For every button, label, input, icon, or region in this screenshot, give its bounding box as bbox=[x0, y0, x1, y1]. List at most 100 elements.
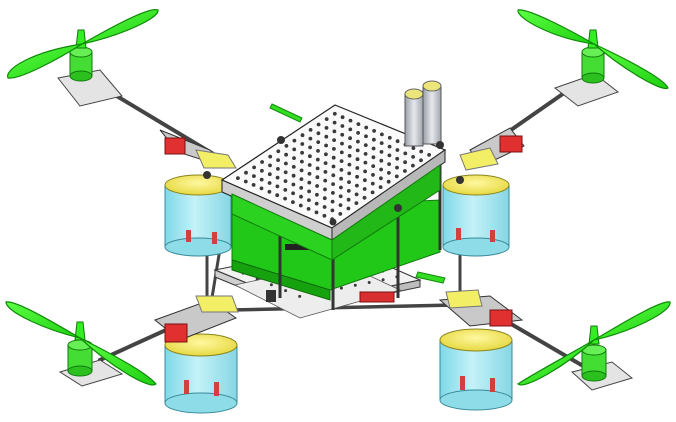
mounting-hole bbox=[332, 120, 337, 125]
battery-cell-left bbox=[404, 88, 424, 147]
mounting-hole bbox=[299, 177, 304, 182]
mounting-hole bbox=[323, 178, 328, 183]
mounting-hole bbox=[379, 141, 384, 146]
mounting-hole bbox=[292, 147, 297, 152]
mounting-hole bbox=[338, 212, 343, 216]
mounting-hole bbox=[363, 160, 368, 165]
motor-rear-right bbox=[581, 325, 607, 382]
propeller-front-left bbox=[7, 8, 159, 79]
mounting-hole bbox=[300, 142, 305, 146]
mounting-hole bbox=[267, 189, 272, 194]
mounting-hole bbox=[299, 186, 304, 190]
mounting-hole bbox=[346, 189, 351, 193]
landing-leg-rear-left bbox=[164, 333, 238, 414]
mounting-hole bbox=[387, 135, 392, 140]
mounting-hole bbox=[347, 153, 352, 158]
mounting-hole bbox=[395, 156, 400, 161]
mounting-hole bbox=[380, 132, 384, 137]
mounting-hole bbox=[291, 191, 295, 196]
mounting-hole bbox=[236, 176, 240, 181]
mounting-hole bbox=[283, 179, 288, 184]
mounting-hole bbox=[307, 163, 312, 167]
battery-pack bbox=[404, 80, 442, 147]
mounting-hole bbox=[291, 173, 296, 178]
mounting-hole bbox=[252, 174, 256, 179]
mounting-hole bbox=[338, 194, 343, 199]
mounting-hole bbox=[395, 148, 400, 152]
mounting-hole bbox=[386, 179, 391, 184]
mounting-hole bbox=[332, 138, 336, 143]
mounting-hole bbox=[355, 157, 360, 162]
mounting-hole bbox=[275, 175, 280, 180]
mounting-hole bbox=[300, 150, 304, 155]
mounting-hole bbox=[339, 150, 344, 155]
mounting-hole bbox=[324, 134, 329, 139]
mounting-hole bbox=[299, 194, 303, 199]
mounting-hole bbox=[284, 152, 288, 157]
mounting-hole bbox=[370, 190, 375, 195]
propeller-rear-right bbox=[517, 301, 671, 386]
mounting-hole bbox=[387, 162, 391, 167]
mounting-hole bbox=[331, 155, 336, 160]
mount-rear-left bbox=[153, 295, 239, 343]
motor-rear-left bbox=[67, 321, 93, 377]
mounting-hole bbox=[308, 136, 313, 141]
mounting-hole bbox=[291, 200, 295, 205]
mounting-hole bbox=[355, 174, 359, 179]
mounting-hole bbox=[403, 160, 407, 165]
mounting-hole bbox=[275, 184, 280, 189]
mount-rear-right bbox=[438, 289, 524, 327]
mounting-hole bbox=[300, 159, 304, 164]
mounting-hole bbox=[259, 177, 264, 182]
mounting-hole bbox=[381, 278, 385, 282]
mounting-hole bbox=[243, 179, 248, 184]
propeller-rear-left bbox=[5, 301, 157, 386]
mounting-hole bbox=[340, 132, 345, 137]
top-plate bbox=[220, 104, 447, 261]
mounting-hole bbox=[259, 186, 264, 191]
mounting-hole bbox=[387, 171, 391, 175]
mounting-hole bbox=[292, 156, 296, 161]
mounting-hole bbox=[354, 192, 359, 197]
mounting-hole bbox=[363, 143, 368, 148]
mounting-hole bbox=[284, 144, 289, 148]
mounting-hole bbox=[300, 133, 305, 138]
mounting-hole bbox=[379, 176, 383, 181]
mounting-hole bbox=[372, 137, 376, 142]
mounting-hole bbox=[340, 141, 344, 146]
mounting-hole bbox=[276, 158, 280, 163]
mounting-hole bbox=[348, 118, 353, 123]
mounting-hole bbox=[308, 145, 312, 150]
motor-front-left bbox=[69, 29, 93, 82]
mounting-hole bbox=[363, 178, 367, 183]
mounting-hole bbox=[354, 201, 359, 206]
mounting-hole bbox=[419, 158, 423, 163]
mounting-hole bbox=[315, 184, 319, 188]
mounting-hole bbox=[387, 153, 392, 158]
mounting-hole bbox=[427, 153, 431, 157]
mounting-hole bbox=[347, 180, 351, 185]
mounting-hole bbox=[324, 143, 328, 148]
mounting-hole bbox=[419, 149, 424, 154]
mounting-hole bbox=[348, 145, 352, 149]
mounting-hole bbox=[284, 161, 288, 166]
mounting-hole bbox=[356, 122, 361, 126]
mounting-hole bbox=[394, 174, 399, 179]
mounting-hole bbox=[316, 122, 321, 127]
mounting-hole bbox=[267, 181, 272, 185]
mounting-hole bbox=[332, 129, 337, 134]
mounting-hole bbox=[308, 154, 312, 159]
mounting-hole bbox=[403, 151, 408, 156]
mount-front-right bbox=[459, 127, 525, 171]
battery-cell-right bbox=[422, 80, 442, 145]
mounting-hole bbox=[298, 294, 302, 298]
mounting-hole bbox=[371, 146, 376, 151]
motor-front-right bbox=[581, 29, 605, 84]
mounting-hole bbox=[322, 196, 327, 201]
mounting-hole bbox=[315, 157, 320, 162]
mounting-hole bbox=[379, 150, 384, 154]
mounting-hole bbox=[307, 171, 312, 176]
mounting-hole bbox=[348, 136, 352, 141]
mounting-hole bbox=[324, 117, 329, 121]
